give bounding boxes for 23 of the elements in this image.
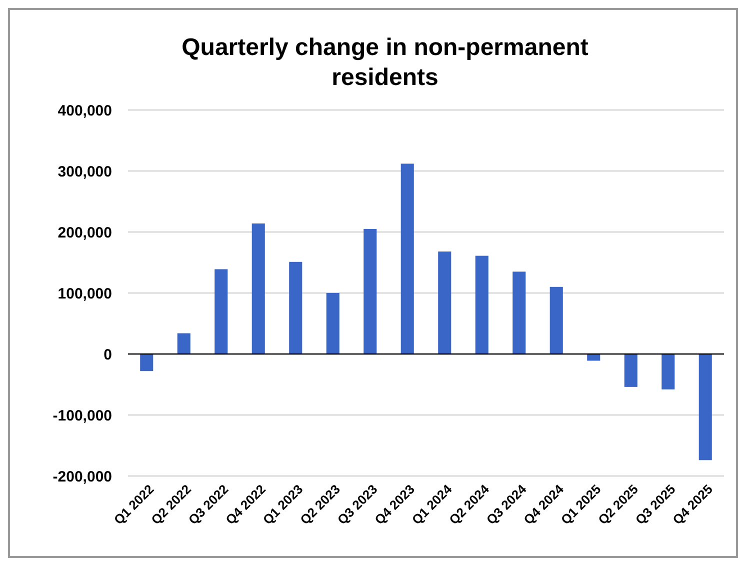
y-tick-label: -200,000 [52,468,112,486]
bar [177,333,190,354]
bar [289,262,302,354]
bar [698,354,712,460]
y-tick-label: -100,000 [52,407,112,424]
bar [624,354,638,387]
bar [252,223,265,354]
y-tick-label: 200,000 [58,224,112,242]
y-tick-label: 400,000 [58,102,112,120]
bar [140,354,154,372]
y-tick-label: 300,000 [58,163,112,180]
bar [438,252,452,354]
y-tick-label: 100,000 [58,285,112,302]
bar [550,286,563,354]
y-tick-label: 0 [104,346,112,364]
bar [475,256,488,354]
bar [662,354,675,390]
bar [214,269,228,354]
bar [400,164,414,354]
bar [326,293,340,354]
bar [364,228,377,354]
bar [512,272,526,354]
chart-title: Quarterly change in non-permanent residents [182,34,588,91]
